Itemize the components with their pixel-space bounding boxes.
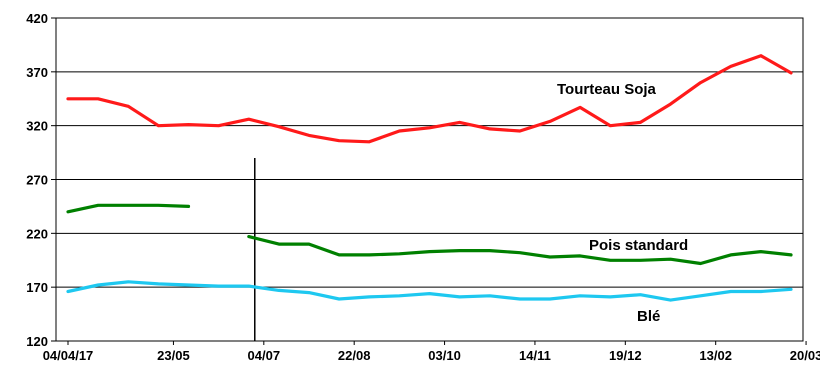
y-tick-label: 420 <box>26 11 48 26</box>
y-tick-label: 220 <box>26 226 48 241</box>
y-tick-label: 170 <box>26 280 48 295</box>
series-lines <box>66 54 793 302</box>
x-tick-label: 03/10 <box>428 348 461 363</box>
x-tick-label: 23/05 <box>157 348 190 363</box>
series-line-pois-standard <box>247 235 793 266</box>
x-tick-label: 22/08 <box>338 348 371 363</box>
axes <box>51 17 807 345</box>
series-line-bl- <box>66 280 793 302</box>
x-tick-label: 20/03 <box>790 348 820 363</box>
series-line-tourteau-soja <box>66 54 793 144</box>
x-tick-label: 13/02 <box>699 348 732 363</box>
series-labels: Tourteau Soja Pois standard Blé <box>557 81 688 325</box>
series-line-pois-standard <box>66 203 191 214</box>
y-tick-labels: 120 170 220 270 320 370 420 <box>26 11 48 349</box>
y-tick-label: 120 <box>26 334 48 349</box>
x-tick-label: 19/12 <box>609 348 642 363</box>
x-tick-label: 04/07 <box>248 348 281 363</box>
y-tick-label: 320 <box>26 119 48 134</box>
x-tick-labels: 04/04/17 23/05 04/07 22/08 03/10 14/11 19/12 13… <box>43 348 820 363</box>
plot-frame <box>55 17 804 342</box>
x-tick-label: 04/04/17 <box>43 348 94 363</box>
x-tick-label: 14/11 <box>519 348 551 363</box>
y-tick-label: 370 <box>26 65 48 80</box>
series-label: Tourteau Soja <box>557 81 657 98</box>
y-tick-label: 270 <box>26 173 48 188</box>
series-label: Blé <box>637 308 660 325</box>
series-label: Pois standard <box>589 237 688 254</box>
